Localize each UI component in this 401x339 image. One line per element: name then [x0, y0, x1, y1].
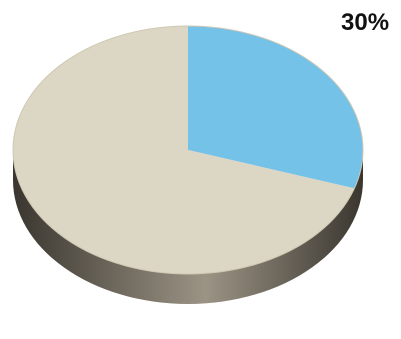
pie-top-face	[12, 25, 364, 275]
pie-slice-1	[12, 26, 355, 275]
pie-side-band	[13, 150, 363, 304]
slice-percent-label: 30%	[341, 9, 389, 36]
pie-top-rim	[12, 25, 364, 275]
pie-slice-0	[188, 26, 363, 189]
pie-side-wall	[13, 150, 363, 304]
